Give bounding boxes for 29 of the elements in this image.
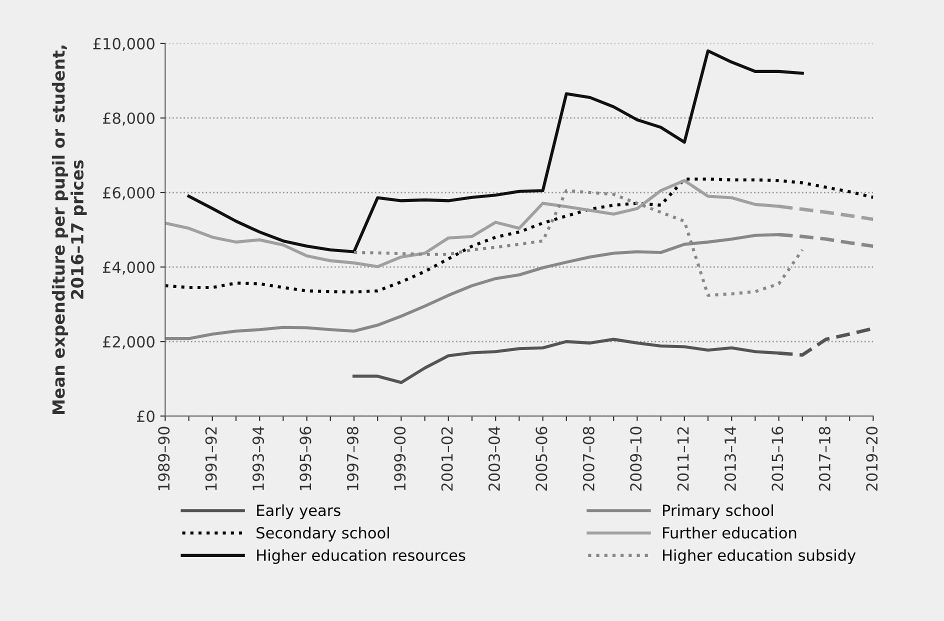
- x-tick-label: 2007–08: [582, 426, 594, 491]
- x-tick-label: 1997–98: [346, 426, 358, 490]
- x-tick-label: 2017–18: [818, 426, 830, 491]
- y-tick-label: £6,000: [102, 186, 154, 200]
- y-axis-title: Mean expenditure per pupil or student, 2016–17 prices: [52, 46, 87, 414]
- x-tick-label: 2003–04: [488, 426, 500, 491]
- x-tick-label: 1989–90: [158, 426, 170, 490]
- x-tick-label: 2013–14: [724, 426, 736, 491]
- x-tick-label: 1993–94: [252, 426, 264, 490]
- x-tick-label: 2005–06: [536, 426, 548, 491]
- x-tick-label: 2015–16: [772, 426, 784, 491]
- y-tick-label: £2,000: [102, 336, 154, 350]
- x-tick-label: 2001–02: [441, 427, 453, 491]
- legend-label: Primary school: [663, 504, 773, 520]
- legend-label: Early years: [257, 504, 340, 520]
- x-tick-label: 1995–96: [300, 426, 312, 490]
- y-tick-label: £4,000: [102, 261, 154, 275]
- legend-label: Higher education subsidy: [663, 549, 856, 564]
- x-tick-label: 1991–92: [205, 427, 217, 490]
- legend-label: Further education: [663, 526, 796, 539]
- x-tick-label: 2011–12: [677, 427, 689, 491]
- x-tick-label: 2009–10: [630, 426, 642, 491]
- x-tick-label: 1999–00: [394, 426, 406, 490]
- legend-label: Higher education resources: [257, 549, 466, 564]
- y-tick-label: £10,000: [93, 38, 154, 52]
- y-tick-label: £8,000: [102, 112, 154, 126]
- y-tick-label: £0: [137, 410, 154, 422]
- x-tick-label: 2019–20: [866, 426, 878, 491]
- legend-label: Secondary school: [256, 526, 389, 542]
